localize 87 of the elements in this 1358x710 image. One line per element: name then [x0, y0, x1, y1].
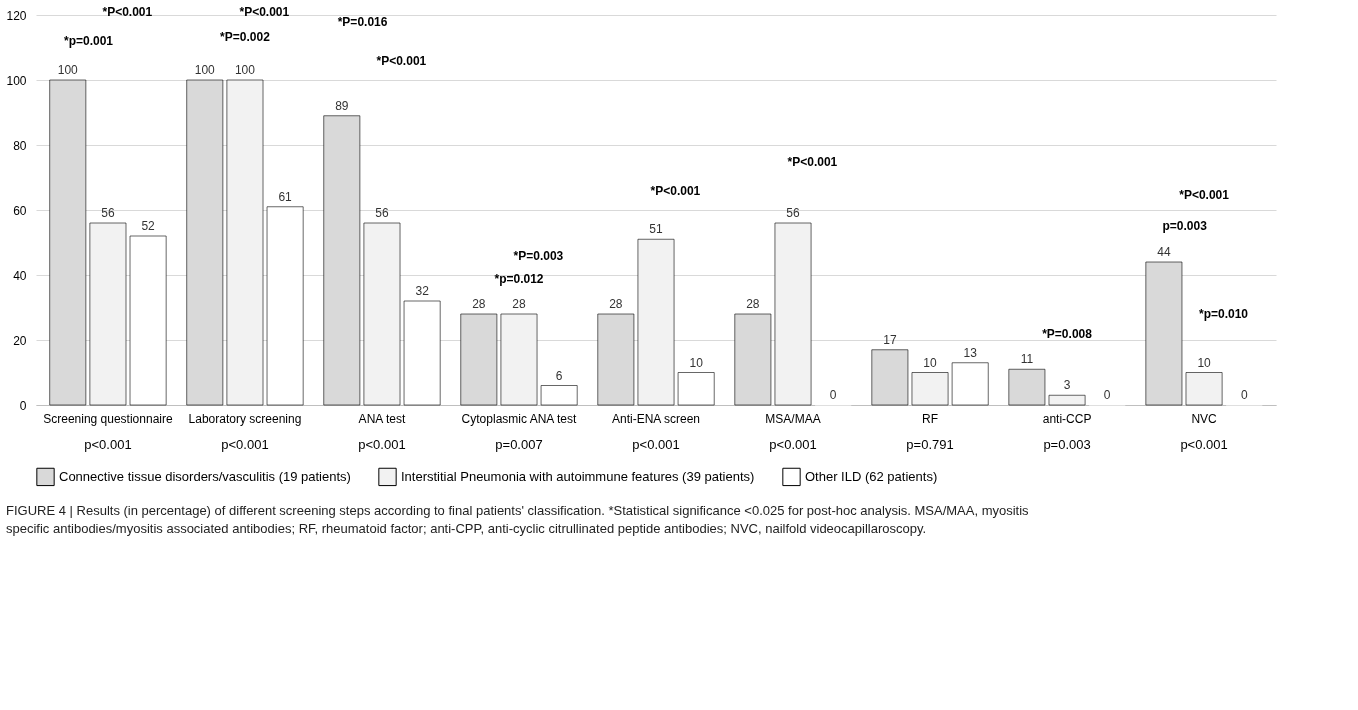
- data-label: 10: [689, 355, 704, 370]
- bar: [363, 222, 401, 406]
- annotation: *P=0.002: [220, 30, 271, 45]
- annotation: *P=0.016: [337, 14, 388, 29]
- bar: [677, 372, 715, 406]
- data-label: 0: [1240, 388, 1248, 402]
- data-label: 10: [923, 355, 938, 370]
- data-label: 89: [335, 98, 349, 113]
- data-label: 13: [963, 345, 978, 360]
- data-label: 17: [883, 332, 897, 347]
- data-label: 56: [375, 206, 389, 220]
- data-label: 28: [472, 297, 486, 311]
- legend-label: Interstitial Pneumonia with autoimmune features (39 patients): [401, 468, 755, 484]
- x-tick-label: Cytoplasmic ANA test: [461, 411, 577, 426]
- bar: [403, 300, 441, 406]
- bar: [1048, 394, 1086, 406]
- annotation: *p=0.010: [1198, 307, 1249, 322]
- bar: [774, 222, 812, 406]
- text: p<0.001: [84, 437, 132, 452]
- caption: FIGURE 4 | Results (in percentage) of different screening steps according to final patients' classification. *Statistical significance <0.025 for post-hoc analysis. MSA/MAA, myositis specific antibodies/myositis associated antibodies; RF, rheumatoid factor; anti-CPP, anti-cyclic citrullinated peptide antibodies; NVC, nailfold videocapillaroscopy.: [6, 503, 1030, 536]
- data-label: 3: [1063, 378, 1071, 393]
- x-tick-label: RF: [922, 411, 939, 426]
- data-label: 100: [234, 63, 256, 77]
- bar: [89, 222, 127, 406]
- data-label: 0: [829, 388, 837, 402]
- bar: [266, 206, 304, 406]
- annotation: *P=0.008: [1042, 326, 1093, 341]
- x-tick-label: Anti-ENA screen: [611, 411, 701, 426]
- bar: [951, 362, 989, 406]
- data-label: 28: [609, 297, 623, 311]
- text: p=0.007: [495, 437, 543, 452]
- x-tick-label: ANA test: [358, 411, 406, 426]
- data-label: 100: [194, 63, 216, 77]
- annotation: *P=0.003: [513, 248, 564, 263]
- annotation: *P<0.001: [1179, 188, 1230, 203]
- x-tick-label: anti-CCP: [1042, 411, 1092, 426]
- text: p=0.003: [1043, 437, 1091, 452]
- data-label: 100: [57, 63, 79, 77]
- bar: [871, 349, 909, 406]
- y-tick-label: 20: [13, 333, 27, 348]
- y-tick-label: 80: [13, 138, 27, 153]
- y-tick-label: 40: [13, 268, 27, 283]
- annotation: *p=0.012: [494, 272, 544, 287]
- text: p<0.001: [1180, 437, 1228, 452]
- annotation: p=0.003: [1162, 219, 1208, 234]
- data-label: 44: [1157, 245, 1171, 259]
- bar: [226, 79, 264, 406]
- data-label: 56: [786, 206, 801, 220]
- data-label: 56: [101, 206, 115, 220]
- data-label: 10: [1197, 355, 1212, 370]
- y-tick-label: 60: [13, 203, 27, 218]
- bar: [1185, 372, 1223, 406]
- bar: [911, 372, 949, 406]
- annotation: *P<0.001: [102, 4, 153, 19]
- text: p<0.001: [632, 437, 680, 452]
- bar: [500, 313, 538, 406]
- data-label: 51: [649, 222, 663, 237]
- annotation: *p=0.001: [64, 34, 114, 49]
- data-label: 32: [415, 284, 430, 298]
- y-tick-label: 120: [6, 8, 27, 23]
- legend-label: Other ILD (62 patients): [805, 468, 938, 484]
- data-label: 61: [278, 189, 293, 204]
- bar: [540, 385, 578, 406]
- bar: [637, 238, 675, 406]
- bar: [129, 235, 167, 406]
- data-label: 11: [1020, 352, 1034, 367]
- legend-label: Connective tissue disorders/vasculitis (19 patients): [59, 468, 351, 484]
- data-label: 28: [512, 297, 526, 311]
- text: p<0.001: [769, 437, 817, 452]
- y-tick-label: 0: [19, 398, 27, 413]
- annotation: *P<0.001: [376, 53, 427, 68]
- text: p=0.791: [906, 437, 954, 452]
- annotation: *P<0.001: [239, 4, 290, 19]
- x-tick-label: MSA/MAA: [765, 411, 821, 426]
- bar: [1008, 368, 1046, 406]
- text: p<0.001: [221, 437, 269, 452]
- data-label: 28: [746, 297, 760, 311]
- annotation: *P<0.001: [650, 184, 701, 199]
- y-tick-label: 100: [6, 73, 27, 88]
- data-label: 52: [141, 219, 156, 233]
- x-tick-label: Screening questionnaire: [43, 411, 173, 426]
- annotation: *P<0.001: [787, 155, 838, 170]
- data-label: 6: [555, 368, 563, 383]
- x-tick-label: Laboratory screening: [188, 411, 302, 426]
- text: p<0.001: [358, 437, 406, 452]
- data-label: 0: [1103, 388, 1111, 402]
- x-tick-label: NVC: [1191, 411, 1218, 426]
